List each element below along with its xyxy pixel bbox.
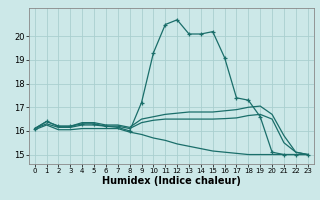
X-axis label: Humidex (Indice chaleur): Humidex (Indice chaleur) <box>102 176 241 186</box>
